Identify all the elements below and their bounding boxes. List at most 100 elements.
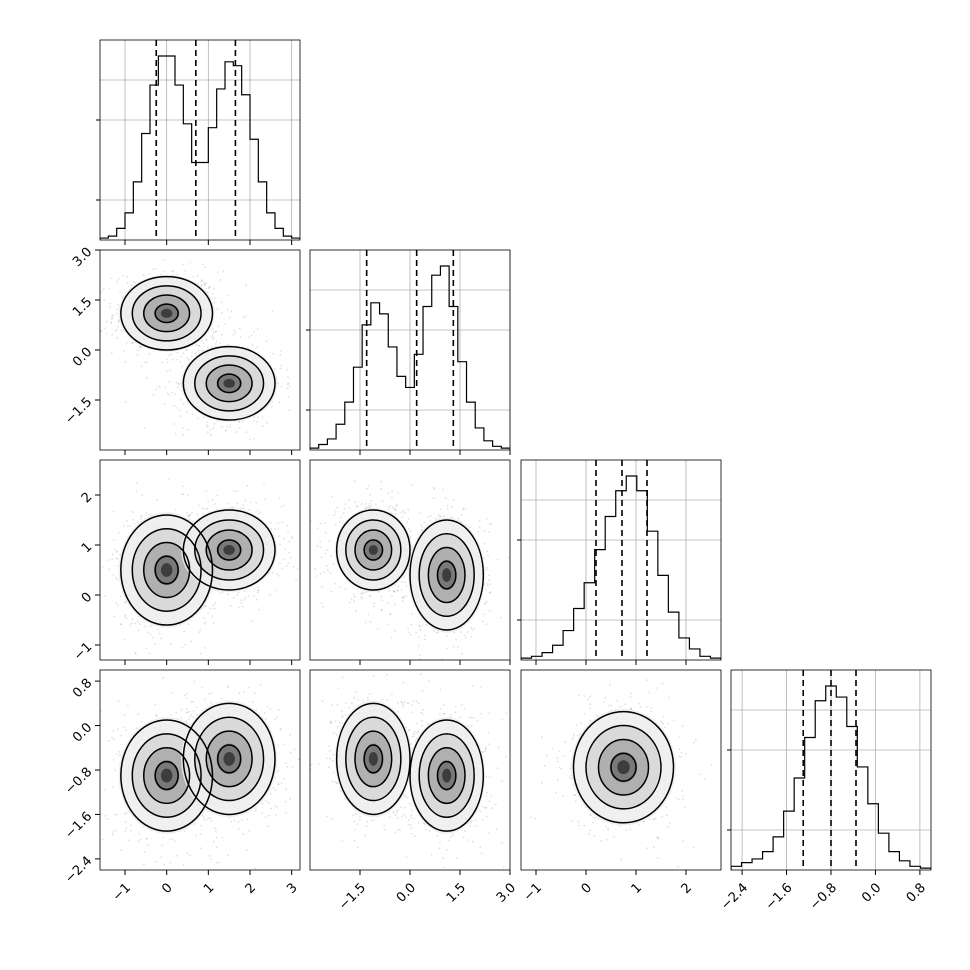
- scatter-point: [124, 616, 126, 619]
- scatter-point: [238, 606, 241, 609]
- scatter-point: [442, 488, 445, 491]
- scatter-point: [418, 658, 421, 660]
- scatter-point: [195, 343, 198, 346]
- scatter-point: [114, 329, 117, 332]
- scatter-point: [484, 602, 486, 604]
- scatter-point: [173, 423, 176, 425]
- contour-line: [154, 555, 179, 585]
- scatter-point: [283, 504, 285, 507]
- scatter-point: [380, 488, 382, 490]
- scatter-point: [229, 426, 231, 429]
- scatter-point: [331, 495, 333, 498]
- scatter-point: [145, 837, 148, 840]
- scatter-point: [213, 840, 216, 843]
- scatter-point: [362, 591, 364, 594]
- scatter-point: [477, 530, 479, 533]
- scatter-point: [214, 330, 217, 333]
- scatter-point: [118, 754, 121, 757]
- scatter-point: [222, 270, 225, 273]
- scatter-point: [125, 812, 128, 814]
- scatter-point: [212, 338, 215, 341]
- scatter-point: [408, 631, 410, 634]
- scatter-point: [216, 494, 219, 497]
- scatter-point: [180, 355, 182, 358]
- scatter-point: [444, 497, 447, 500]
- scatter-point: [401, 596, 404, 599]
- scatter-point: [111, 334, 114, 336]
- scatter-point: [117, 728, 119, 730]
- scatter-point: [210, 345, 213, 348]
- scatter-point: [439, 515, 442, 517]
- scatter-point: [125, 617, 128, 620]
- scatter-point: [466, 631, 469, 633]
- scatter-point: [407, 627, 410, 630]
- scatter-point: [482, 613, 485, 616]
- scatter-point: [147, 273, 150, 276]
- scatter-point: [116, 604, 119, 607]
- scatter-point: [290, 535, 293, 538]
- scatter-point: [390, 636, 393, 639]
- scatter-point: [245, 284, 247, 287]
- scatter-point: [160, 637, 162, 640]
- scatter-point: [446, 504, 449, 507]
- scatter-point: [452, 499, 455, 501]
- scatter-point: [188, 718, 191, 721]
- scatter-point: [257, 591, 259, 594]
- scatter-point: [438, 515, 441, 518]
- contour-line: [427, 546, 466, 604]
- scatter-point: [227, 295, 230, 297]
- scatter-point: [158, 632, 161, 635]
- scatter-point: [286, 524, 288, 527]
- scatter-point: [228, 316, 231, 319]
- scatter-point: [127, 839, 130, 842]
- scatter-point: [423, 521, 426, 524]
- scatter-point: [120, 623, 123, 626]
- scatter-point: [246, 484, 249, 487]
- scatter-point: [101, 838, 104, 841]
- scatter-point: [195, 352, 198, 355]
- scatter-point: [162, 676, 164, 679]
- scatter-point: [354, 501, 357, 504]
- scatter-point: [160, 273, 163, 276]
- scatter-point: [280, 364, 282, 367]
- scatter-point: [207, 817, 210, 820]
- scatter-point: [271, 310, 274, 312]
- scatter-point: [403, 596, 406, 598]
- scatter-point: [368, 504, 370, 507]
- scatter-point: [195, 706, 198, 709]
- scatter-point: [446, 647, 449, 650]
- scatter-point: [173, 405, 176, 407]
- scatter-point: [441, 658, 444, 660]
- scatter-point: [191, 413, 194, 415]
- scatter-point: [328, 540, 331, 542]
- scatter-point: [113, 548, 116, 551]
- scatter-point: [364, 591, 367, 594]
- scatter-point: [184, 694, 186, 697]
- scatter-point: [212, 604, 215, 607]
- scatter-point: [365, 506, 368, 509]
- scatter-point: [336, 506, 338, 509]
- scatter-point: [242, 507, 245, 509]
- scatter-point: [257, 589, 259, 592]
- scatter-point: [418, 636, 420, 638]
- scatter-point: [405, 595, 407, 597]
- panel-frame: [99, 459, 301, 661]
- scatter-point: [279, 562, 281, 565]
- scatter-point: [319, 546, 322, 548]
- scatter-point: [420, 524, 423, 526]
- scatter-point: [251, 344, 254, 346]
- scatter-point: [325, 564, 328, 567]
- scatter-point: [283, 558, 286, 561]
- scatter-point: [239, 336, 242, 339]
- scatter-point: [120, 734, 123, 737]
- scatter-point: [391, 490, 393, 493]
- scatter-point: [123, 726, 126, 728]
- pair-panel-0-1: [99, 249, 301, 451]
- scatter-point: [133, 523, 136, 525]
- scatter-point: [486, 517, 488, 520]
- scatter-point: [488, 522, 491, 525]
- scatter-point: [324, 499, 326, 501]
- scatter-point: [369, 493, 371, 496]
- scatter-point: [205, 338, 208, 341]
